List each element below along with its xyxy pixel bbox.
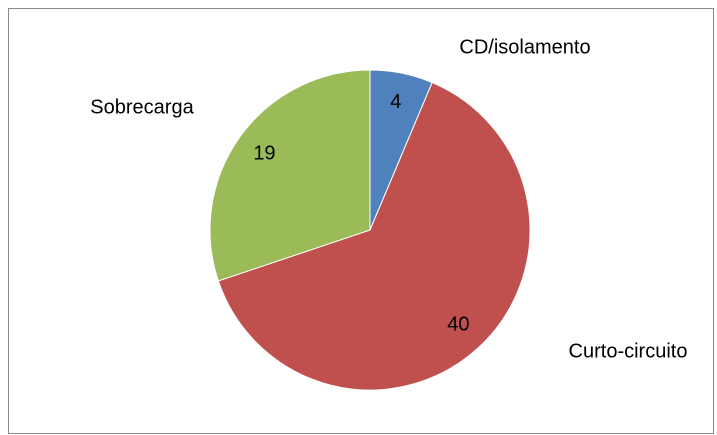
value-label: 19 [253,142,275,164]
pie-slice [217,81,531,391]
category-label: CD/isolamento [459,36,590,58]
category-label: Sobrecarga [90,96,194,118]
value-label: 40 [447,314,469,336]
category-label: Curto-circuito [569,340,688,362]
pie-slice [209,69,371,282]
value-label: 4 [390,91,401,113]
